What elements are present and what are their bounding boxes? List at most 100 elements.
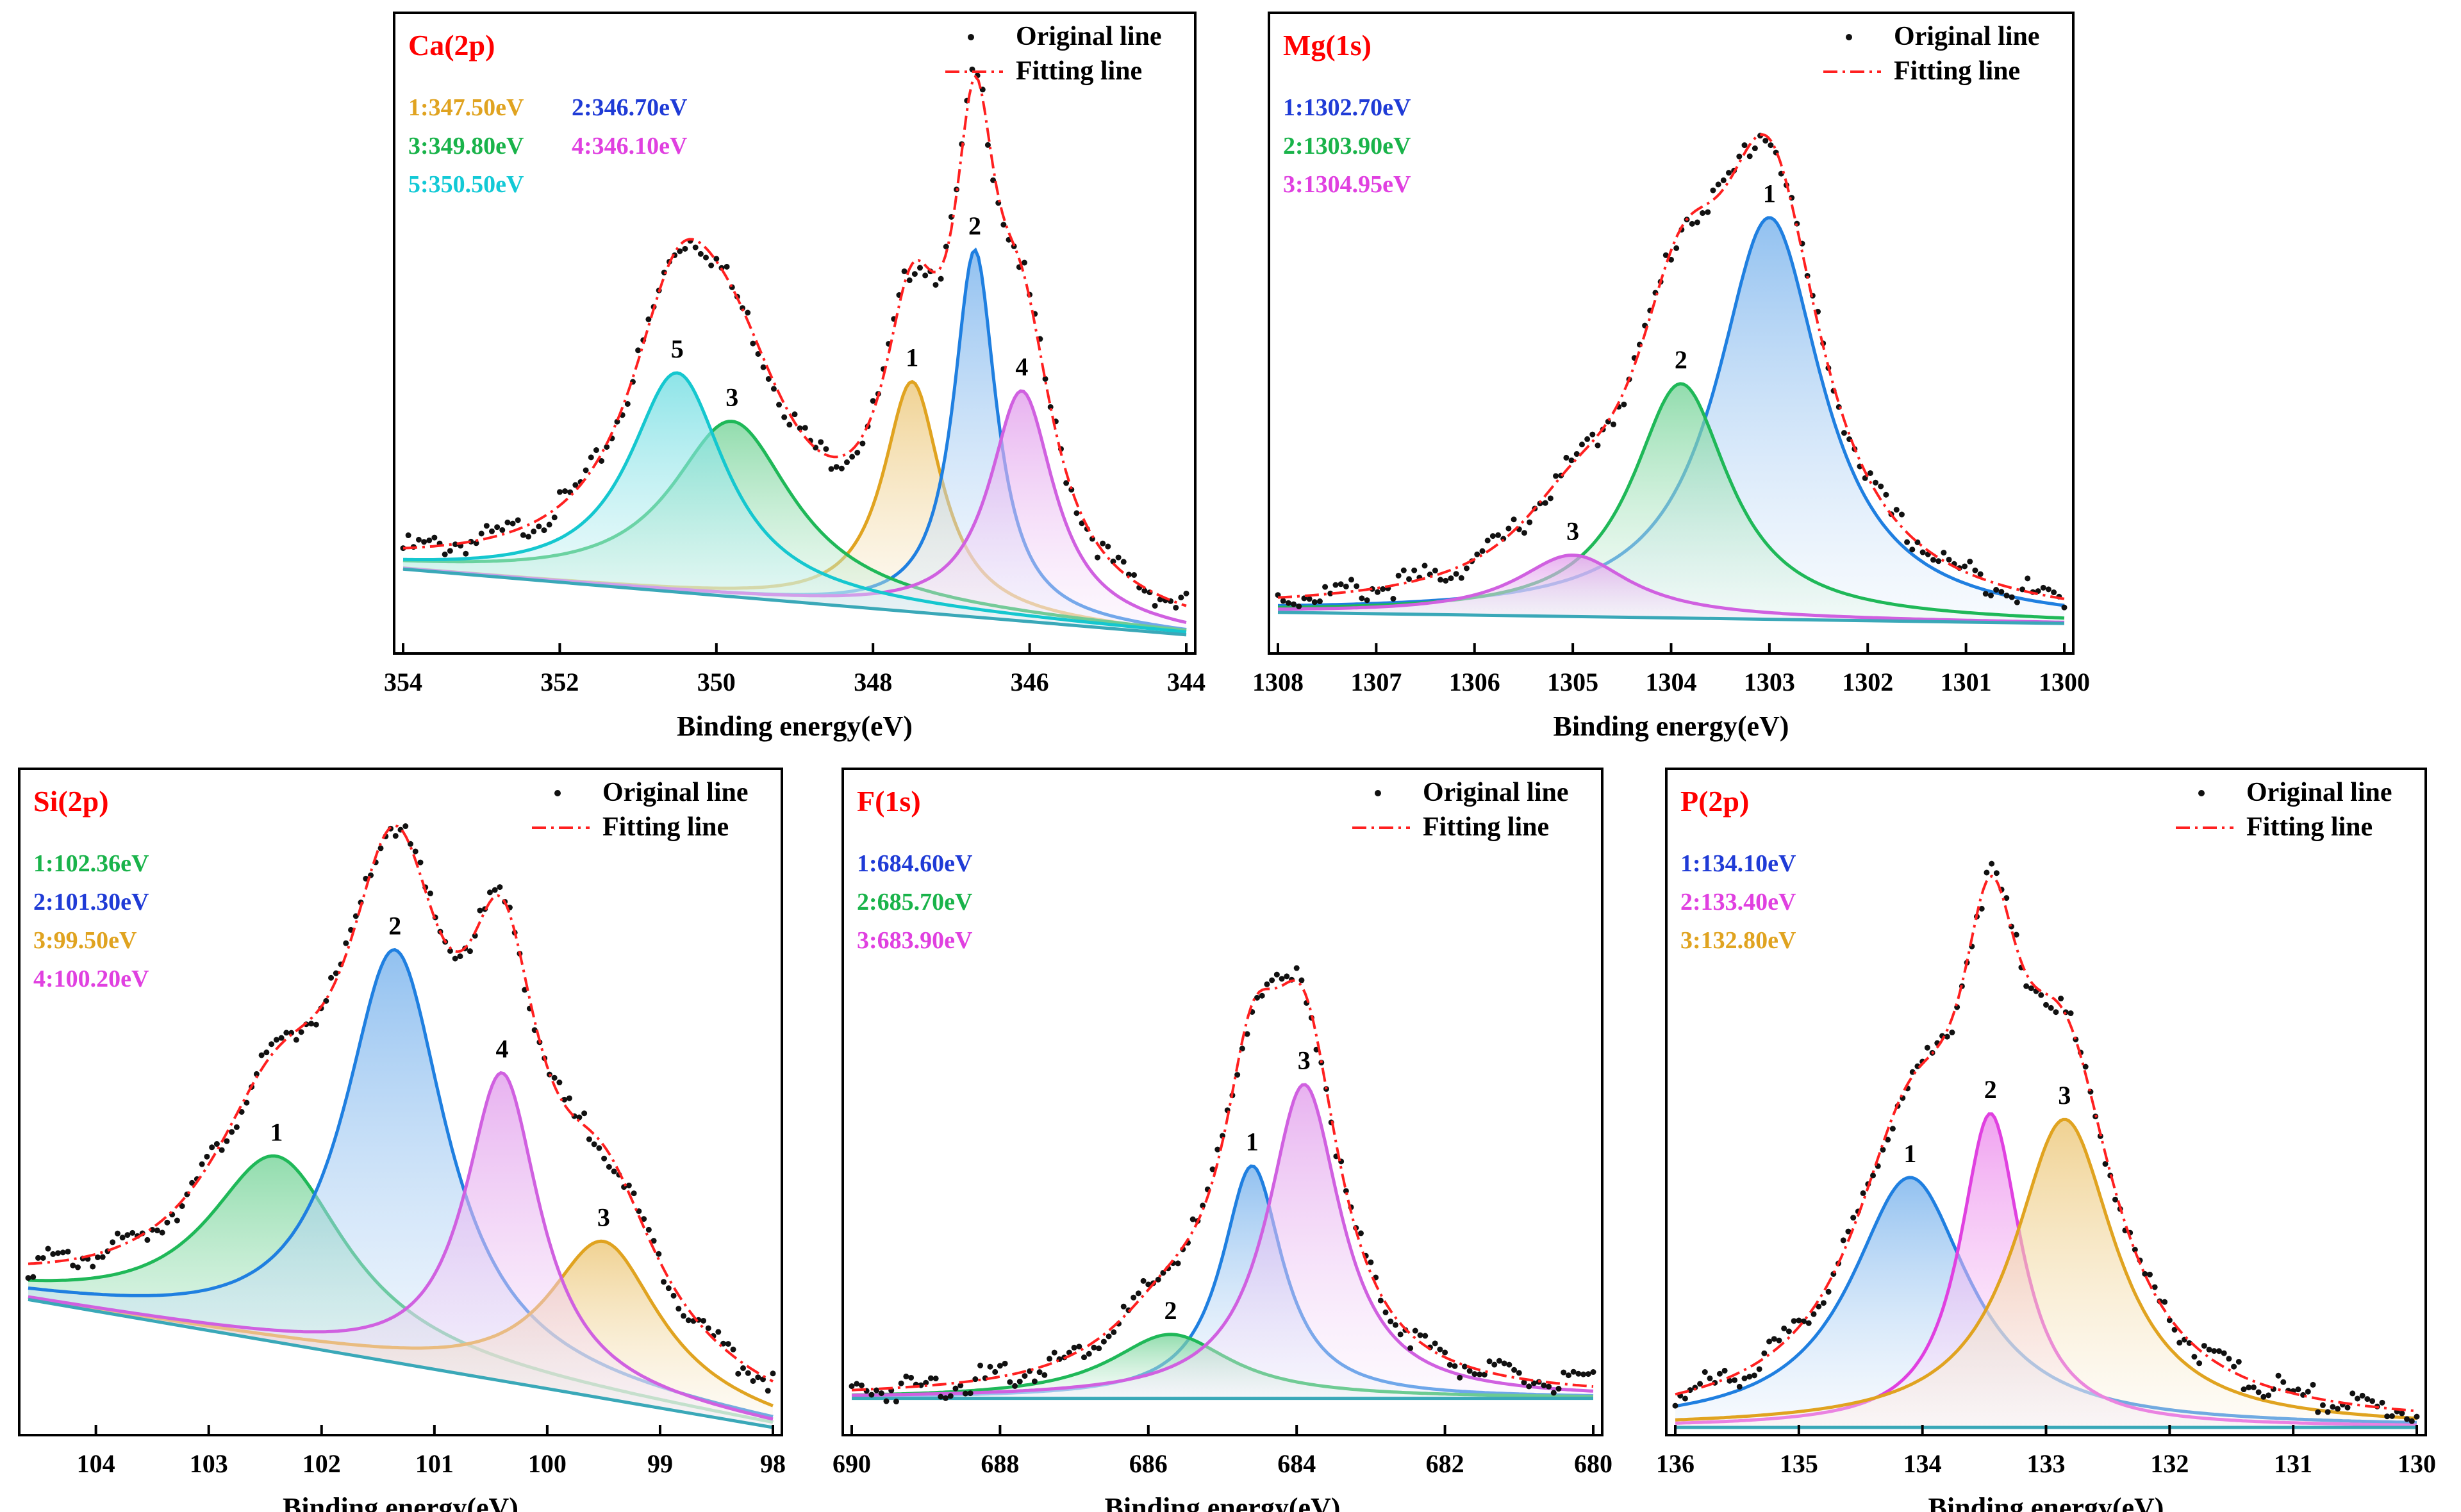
data-point [144,1237,151,1243]
data-point [2003,895,2010,901]
data-point [1575,1370,1582,1377]
legend-fitting: Fitting line [2246,812,2373,842]
x-tick-label: 686 [1129,1449,1168,1478]
data-point [244,1099,250,1106]
data-point [40,1254,46,1261]
data-point [1840,1237,1846,1244]
peak-fill-1 [28,1156,773,1427]
data-point [1368,1259,1374,1265]
x-tick-label: 684 [1277,1449,1316,1478]
x-axis-label: Binding energy(eV) [1105,1492,1341,1512]
peak-number-1: 1 [270,1118,283,1147]
data-point [2196,1360,2203,1367]
data-point [2043,1001,2049,1008]
legend-fitting: Fitting line [602,812,729,842]
data-point [2216,1348,2222,1354]
data-point [1752,145,1758,152]
data-point [992,1368,998,1375]
x-tick-label: 1307 [1350,668,1402,696]
data-point [129,1229,136,1236]
data-point [2255,1389,2262,1395]
data-point [253,1071,260,1077]
data-point [635,347,642,354]
data-point [1152,603,1158,609]
data-point [1110,558,1116,564]
data-point [1140,1278,1147,1284]
legend-dot-marker [1375,790,1381,796]
data-point [1689,220,1695,227]
peak-fill-4 [28,1072,773,1427]
data-point [833,464,840,470]
data-point [159,1229,165,1236]
data-point [1505,525,1512,532]
data-point [1590,1369,1596,1376]
data-point [1727,1377,1733,1384]
data-point [1530,1380,1537,1386]
data-point [1076,1344,1082,1350]
data-point [765,1388,771,1394]
original-points [1672,860,2420,1424]
data-point [1553,473,1559,479]
data-point [715,1329,722,1335]
data-point [174,1217,180,1224]
data-point [2349,1390,2356,1397]
peak-fill-1 [1675,1177,2417,1427]
data-point [531,529,537,535]
x-axis-label: Binding energy(eV) [1554,711,1789,742]
data-point [681,1313,687,1319]
data-point [938,275,944,282]
x-tick-label: 134 [1903,1449,1942,1478]
data-point [2384,1413,2391,1420]
data-point [1095,554,1101,561]
chart-panel-4: 1 2 3 136 135 134 133 132 131 130 Binding energy(e… [1656,768,2436,1512]
data-point [1705,209,1711,215]
data-point [1481,1372,1487,1378]
data-point [2231,1363,2237,1370]
x-tick-label: 690 [833,1449,871,1478]
data-point [740,1365,747,1371]
data-point [943,1395,949,1401]
peak-number-3: 3 [1566,516,1579,545]
x-axis-label: Binding energy(eV) [1928,1492,2164,1512]
x-tick-label: 344 [1167,668,1206,696]
peak-label-2: 2:346.70eV [572,94,688,121]
data-point [661,1279,667,1285]
data-point [1291,601,1297,607]
peak-fill-1 [852,1166,1593,1399]
data-point [1700,210,1706,217]
original-points [25,823,776,1394]
data-point [278,1035,285,1041]
data-point [2246,1385,2252,1391]
data-point [520,532,526,538]
peak-number-5: 5 [671,334,684,363]
data-point [967,1390,974,1397]
x-tick-label: 688 [981,1449,1019,1478]
data-point [1209,1166,1216,1172]
data-point [1850,1215,1857,1221]
data-point [2061,604,2067,611]
data-point [1978,905,1985,912]
data-point [1031,1378,1038,1385]
data-point [431,534,438,541]
data-point [70,1262,76,1269]
data-point [99,1254,106,1260]
data-point [562,488,568,495]
data-point [1421,563,1428,569]
data-point [604,444,610,450]
data-point [2280,1379,2287,1385]
data-point [1710,187,1716,193]
plot-frame [393,12,1197,655]
data-point [828,466,834,472]
data-point [1021,259,1027,266]
background-line [1277,611,2065,625]
data-point [593,447,599,454]
background-line [28,1297,774,1429]
data-point [2082,1064,2089,1070]
data-point [1935,558,1942,564]
peak-number-2: 2 [1984,1075,1997,1104]
data-point [1135,1290,1141,1297]
data-point [1086,1351,1092,1357]
data-point [874,1387,880,1393]
data-point [2058,996,2064,1002]
data-point [1296,603,1302,609]
